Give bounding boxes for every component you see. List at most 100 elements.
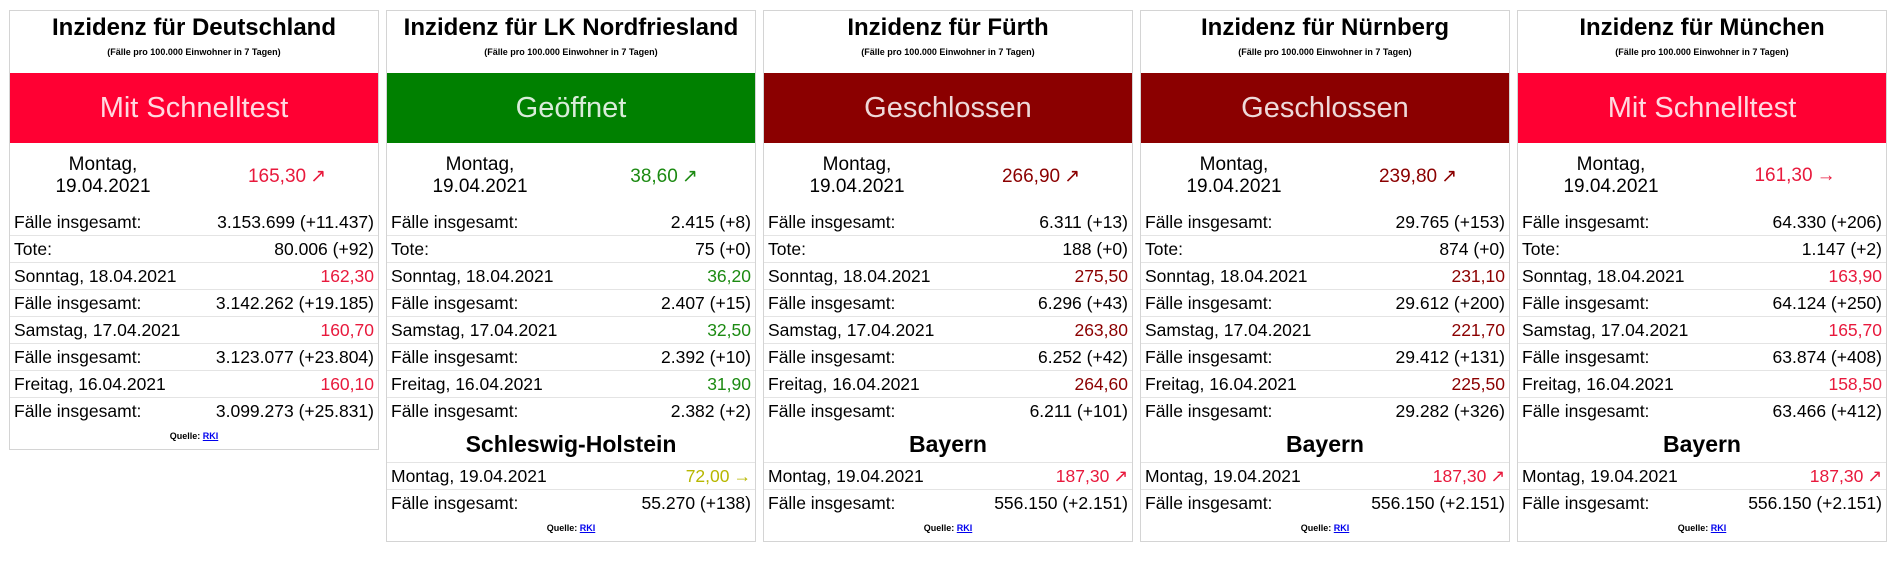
today-incidence: 165,30 ↗ (196, 165, 378, 188)
table-row: Fälle insgesamt: 2.382 (+2) (387, 398, 755, 425)
row-label: Fälle insgesamt: (768, 211, 896, 232)
row-label: Fälle insgesamt: (768, 292, 896, 313)
row-value: 29.612 (+200) (1395, 292, 1505, 313)
history-table: Fälle insgesamt: 6.311 (+13) Tote: 188 (… (764, 209, 1132, 425)
today-incidence-value: 161,30 (1754, 165, 1813, 186)
status-banner: Geöffnet (387, 73, 755, 143)
state-table: Montag, 19.04.2021 187,30 ↗ Fälle insgesa… (1141, 463, 1509, 517)
today-date: Montag, 19.04.2021 (10, 154, 196, 198)
source-label: Quelle: (169, 431, 201, 441)
table-row: Montag, 19.04.2021 187,30 ↗ (1518, 463, 1886, 490)
row-value: 6.211 (+101) (1029, 401, 1128, 421)
row-label: Tote: (1522, 238, 1560, 259)
source-line: Quelle: RKI (1518, 517, 1886, 541)
table-row: Tote: 874 (+0) (1141, 236, 1509, 263)
row-value: 221,70 (1451, 319, 1505, 340)
row-value: 556.150 (+2.151) (1748, 493, 1882, 513)
card-subtitle: (Fälle pro 100.000 Einwohner in 7 Tagen) (1615, 47, 1789, 57)
table-row: Fälle insgesamt: 556.150 (+2.151) (1518, 490, 1886, 517)
source-link[interactable]: RKI (1333, 523, 1350, 533)
table-row: Fälle insgesamt: 29.282 (+326) (1141, 398, 1509, 425)
source-line: Quelle: RKI (10, 425, 378, 449)
table-row: Samstag, 17.04.2021 32,50 (387, 317, 755, 344)
table-row: Fälle insgesamt: 6.252 (+42) (764, 344, 1132, 371)
table-row: Samstag, 17.04.2021 160,70 (10, 317, 378, 344)
source-link[interactable]: RKI (202, 431, 219, 441)
today-incidence: 38,60 ↗ (573, 165, 755, 188)
row-value: 3.153.699 (+11.437) (217, 211, 374, 232)
row-value: 162,30 (320, 265, 374, 286)
status-banner: Geschlossen (1141, 73, 1509, 143)
table-row: Fälle insgesamt: 2.392 (+10) (387, 344, 755, 371)
row-value: 2.415 (+8) (670, 211, 751, 232)
today-date-value: 19.04.2021 (1186, 176, 1282, 197)
state-incidence: 187,30 ↗ (1056, 466, 1128, 487)
table-row: Tote: 80.006 (+92) (10, 236, 378, 263)
history-table: Fälle insgesamt: 64.330 (+206) Tote: 1.1… (1518, 209, 1886, 425)
state-table: Montag, 19.04.2021 187,30 ↗ Fälle insgesa… (764, 463, 1132, 517)
table-row: Freitag, 16.04.2021 225,50 (1141, 371, 1509, 398)
state-incidence: 187,30 ↗ (1810, 466, 1882, 487)
trend-arrow-icon: → (1816, 165, 1836, 186)
today-date-value: 19.04.2021 (432, 176, 528, 197)
trend-arrow-icon: → (733, 465, 752, 486)
row-value: 36,20 (707, 265, 751, 286)
row-label: Samstag, 17.04.2021 (1522, 319, 1689, 340)
row-value: 231,10 (1451, 265, 1505, 286)
row-label: Samstag, 17.04.2021 (391, 319, 558, 340)
status-banner: Geschlossen (764, 73, 1132, 143)
row-label: Tote: (391, 238, 429, 259)
card-title: Inzidenz für Fürth (847, 14, 1049, 41)
today-date-value: 19.04.2021 (1563, 176, 1659, 197)
table-row: Freitag, 16.04.2021 158,50 (1518, 371, 1886, 398)
source-link[interactable]: RKI (579, 523, 596, 533)
table-row: Fälle insgesamt: 3.099.273 (+25.831) (10, 398, 378, 425)
row-label: Tote: (1145, 238, 1183, 259)
row-label: Tote: (14, 238, 52, 259)
today-incidence-value: 266,90 (1001, 165, 1061, 187)
history-table: Fälle insgesamt: 29.765 (+153) Tote: 874… (1141, 209, 1509, 425)
table-row: Fälle insgesamt: 63.466 (+412) (1518, 398, 1886, 425)
row-label: Montag, 19.04.2021 (391, 465, 547, 486)
table-row: Freitag, 16.04.2021 264,60 (764, 371, 1132, 398)
row-label: Samstag, 17.04.2021 (768, 319, 935, 340)
card-title: Inzidenz für LK Nordfriesland (403, 14, 739, 41)
row-value: 1.147 (+2) (1801, 238, 1882, 259)
row-value: 158,50 (1828, 373, 1882, 394)
status-banner: Mit Schnelltest (1518, 73, 1886, 143)
row-label: Fälle insgesamt: (391, 401, 519, 421)
row-label: Sonntag, 18.04.2021 (14, 265, 177, 286)
table-row: Fälle insgesamt: 55.270 (+138) (387, 490, 755, 517)
card-title: Inzidenz für Nürnberg (1201, 14, 1449, 41)
source-label: Quelle: (1300, 523, 1332, 533)
row-label: Samstag, 17.04.2021 (14, 319, 181, 340)
row-value: 263,80 (1074, 319, 1128, 340)
card-subtitle: (Fälle pro 100.000 Einwohner in 7 Tagen) (861, 47, 1035, 57)
today-weekday: Montag, (68, 154, 138, 175)
state-title: Bayern (1141, 425, 1509, 463)
source-label: Quelle: (546, 523, 578, 533)
trend-arrow-icon: ↗ (1064, 165, 1081, 187)
table-row: Freitag, 16.04.2021 160,10 (10, 371, 378, 398)
row-label: Fälle insgesamt: (1522, 211, 1650, 232)
table-row: Montag, 19.04.2021 72,00 → (387, 463, 755, 490)
row-label: Fälle insgesamt: (1145, 292, 1273, 313)
source-line: Quelle: RKI (764, 517, 1132, 541)
row-label: Fälle insgesamt: (768, 401, 896, 421)
table-row: Sonntag, 18.04.2021 36,20 (387, 263, 755, 290)
source-link[interactable]: RKI (956, 523, 973, 533)
row-value: 874 (+0) (1439, 238, 1505, 259)
table-row: Montag, 19.04.2021 187,30 ↗ (764, 463, 1132, 490)
today-row: Montag, 19.04.2021 165,30 ↗ (10, 143, 378, 209)
table-row: Fälle insgesamt: 3.123.077 (+23.804) (10, 344, 378, 371)
row-value: 55.270 (+138) (641, 493, 751, 513)
row-label: Tote: (768, 238, 806, 259)
source-link[interactable]: RKI (1710, 523, 1727, 533)
row-label: Fälle insgesamt: (14, 292, 142, 313)
row-value: 6.311 (+13) (1039, 211, 1128, 232)
row-label: Fälle insgesamt: (391, 346, 519, 367)
table-row: Fälle insgesamt: 556.150 (+2.151) (1141, 490, 1509, 517)
today-date: Montag, 19.04.2021 (387, 154, 573, 198)
table-row: Fälle insgesamt: 2.407 (+15) (387, 290, 755, 317)
row-label: Fälle insgesamt: (14, 401, 142, 421)
